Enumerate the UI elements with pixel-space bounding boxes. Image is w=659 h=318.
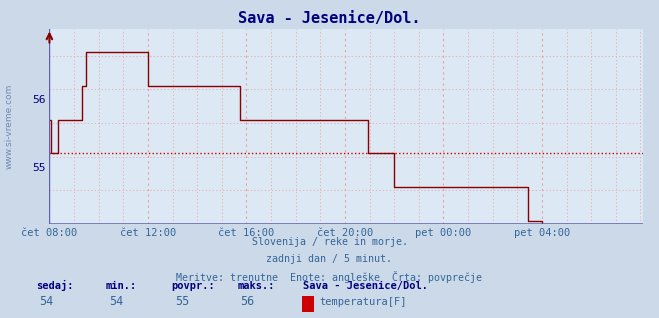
Text: Sava - Jesenice/Dol.: Sava - Jesenice/Dol. [303, 281, 428, 291]
Text: min.:: min.: [105, 281, 136, 291]
Text: 54: 54 [40, 295, 54, 308]
Text: maks.:: maks.: [237, 281, 275, 291]
Text: zadnji dan / 5 minut.: zadnji dan / 5 minut. [266, 254, 393, 264]
Text: Sava - Jesenice/Dol.: Sava - Jesenice/Dol. [239, 11, 420, 26]
Text: www.si-vreme.com: www.si-vreme.com [5, 84, 14, 169]
Text: povpr.:: povpr.: [171, 281, 215, 291]
Text: Meritve: trenutne  Enote: angleške  Črta: povprečje: Meritve: trenutne Enote: angleške Črta: … [177, 271, 482, 283]
Text: temperatura[F]: temperatura[F] [319, 297, 407, 307]
Text: 56: 56 [241, 295, 255, 308]
Text: Slovenija / reke in morje.: Slovenija / reke in morje. [252, 237, 407, 247]
Text: sedaj:: sedaj: [36, 280, 74, 291]
Text: 55: 55 [175, 295, 189, 308]
Text: 54: 54 [109, 295, 123, 308]
